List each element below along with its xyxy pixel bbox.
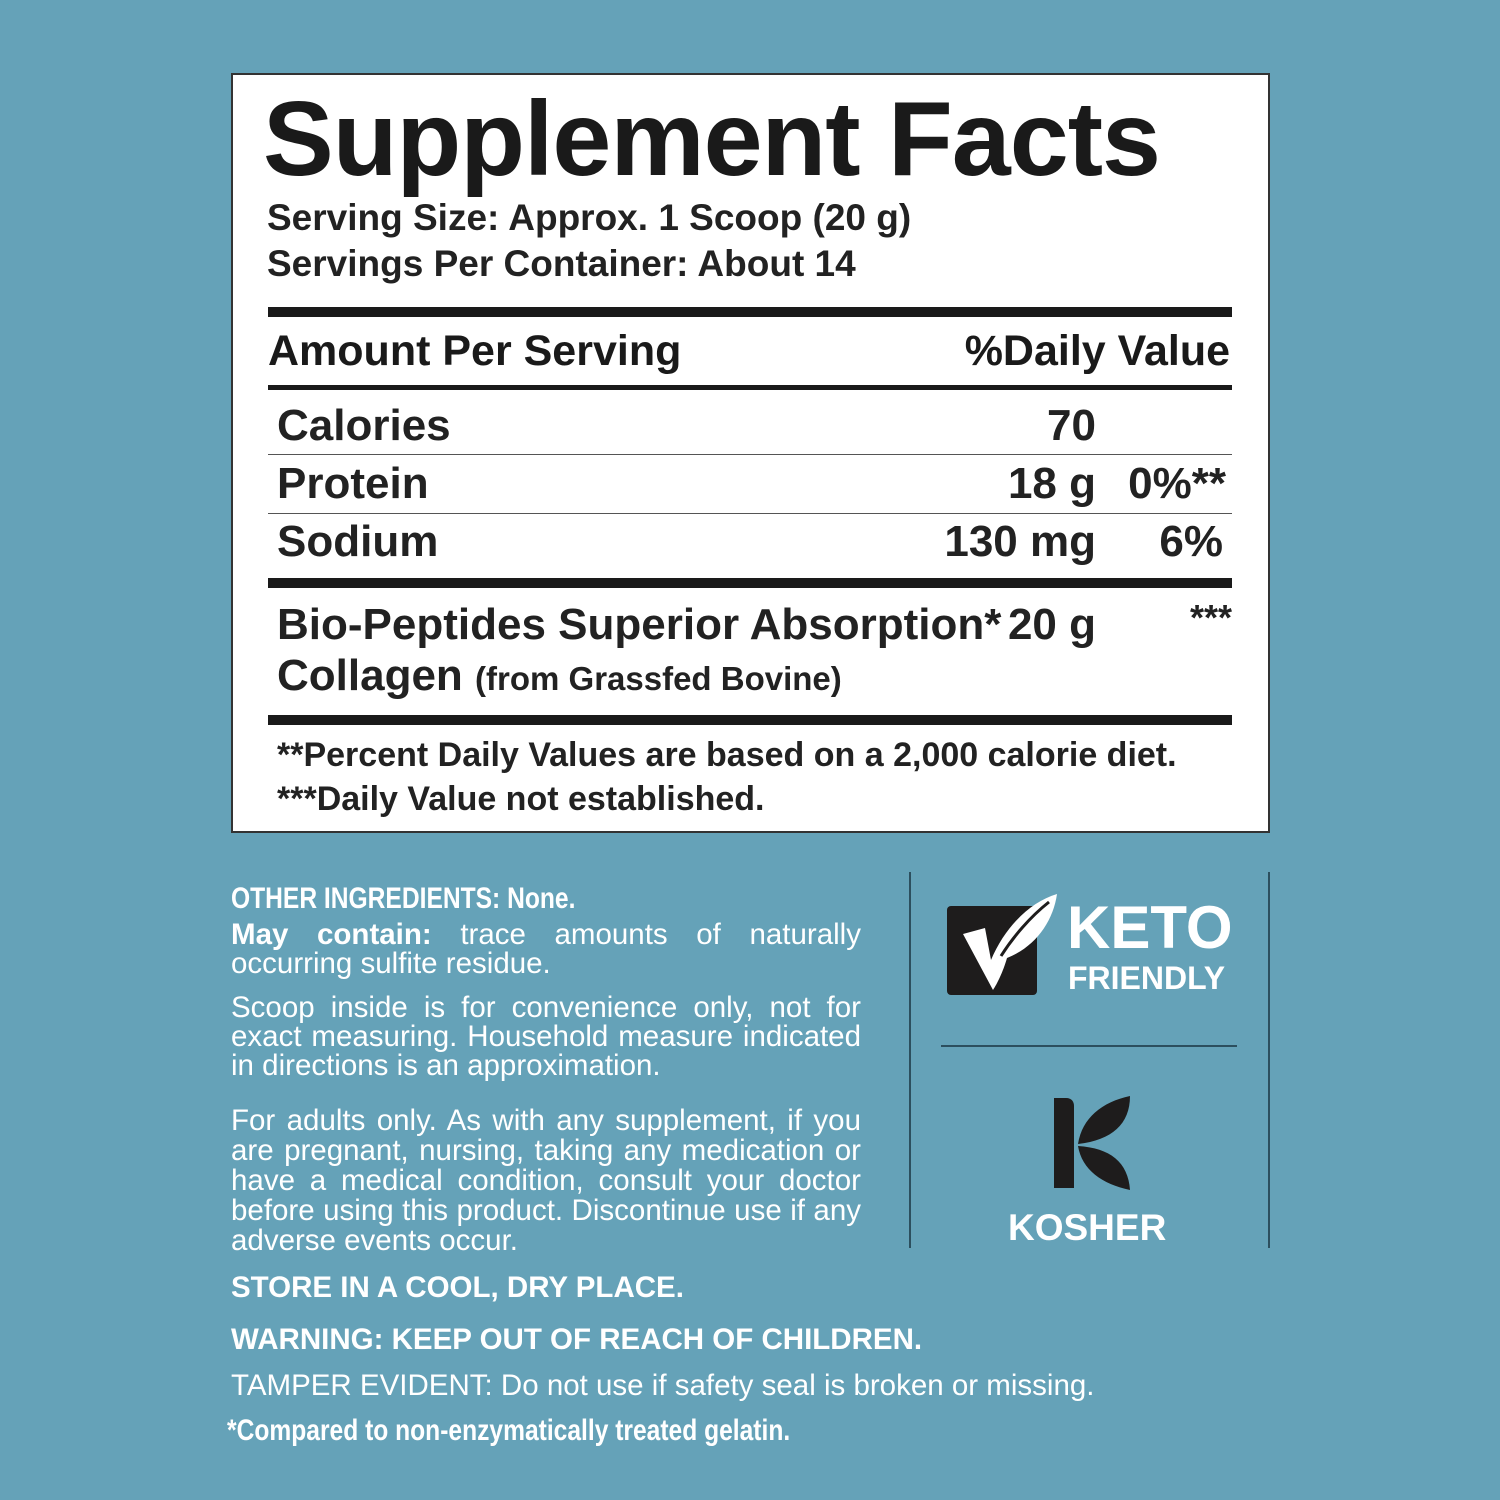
row-sodium-amount: 130 mg [944,517,1096,566]
keto-label: KETO [1067,894,1233,961]
servings-per-container: Servings Per Container: About 14 [267,243,856,284]
row-calories-amount: 70 [1047,401,1096,450]
ingredient-amount: 20 g [1007,600,1096,649]
ingredient-collagen: Collagen [277,651,463,700]
divider-medium [268,385,1232,390]
kosher-k-icon [1054,1096,1130,1190]
ingredient-name-line1: Bio-Peptides Superior Absorption* [277,600,1002,649]
other-ingredients-label: OTHER INGREDIENTS: [231,882,501,915]
divider-thick [268,307,1232,317]
footnote-not-established: ***Daily Value not established. [277,780,765,818]
children-warning: WARNING: KEEP OUT OF REACH OF CHILDREN. [231,1323,923,1356]
row-sodium-dv: 6% [1159,517,1223,566]
kosher-label: KOSHER [1008,1207,1167,1248]
may-contain: May contain: trace amounts of naturally … [231,918,861,980]
badge-divider-left [909,872,911,1248]
may-contain-label: May contain: [231,918,432,951]
ingredient-name-line2: Collagen (from Grassfed Bovine) [277,651,842,701]
divider-thin [268,513,1232,514]
may-contain-text: trace amounts of naturally occurring sul… [231,918,861,980]
badge-divider-right [1268,872,1270,1248]
checkmark-leaf-icon [947,894,1057,995]
friendly-label: FRIENDLY [1068,960,1226,996]
other-ingredients: OTHER INGREDIENTS: None. [231,882,651,916]
divider-thick [268,715,1232,725]
divider-thick [268,578,1232,588]
header-daily-value: %Daily Value [964,327,1230,375]
storage-note: STORE IN A COOL, DRY PLACE. [231,1271,684,1304]
serving-size: Serving Size: Approx. 1 Scoop (20 g) [267,197,912,238]
ingredient-source: (from Grassfed Bovine) [475,660,842,697]
adults-warning: For adults only. As with any supplement,… [231,1104,861,1257]
other-ingredients-value: None. [507,882,576,915]
divider-thin [268,454,1232,455]
badge-divider-middle [941,1045,1237,1047]
row-protein-dv: 0%** [1128,459,1226,508]
supplement-facts-panel: Supplement Facts Serving Size: Approx. 1… [231,73,1270,833]
header-amount: Amount Per Serving [268,327,682,375]
row-calories-name: Calories [277,401,451,450]
footnote-daily-values: **Percent Daily Values are based on a 2,… [277,736,1177,774]
tamper-evident: TAMPER EVIDENT: Do not use if safety sea… [231,1369,1095,1402]
row-protein-amount: 18 g [1007,459,1096,508]
row-sodium-name: Sodium [277,517,439,566]
row-protein-name: Protein [277,459,429,508]
scoop-note: Scoop inside is for convenience only, no… [231,991,861,1082]
panel-title: Supplement Facts [263,80,1161,198]
gelatin-footnote: *Compared to non-enzymatically treated g… [227,1414,791,1447]
ingredient-dv: *** [1189,597,1232,638]
